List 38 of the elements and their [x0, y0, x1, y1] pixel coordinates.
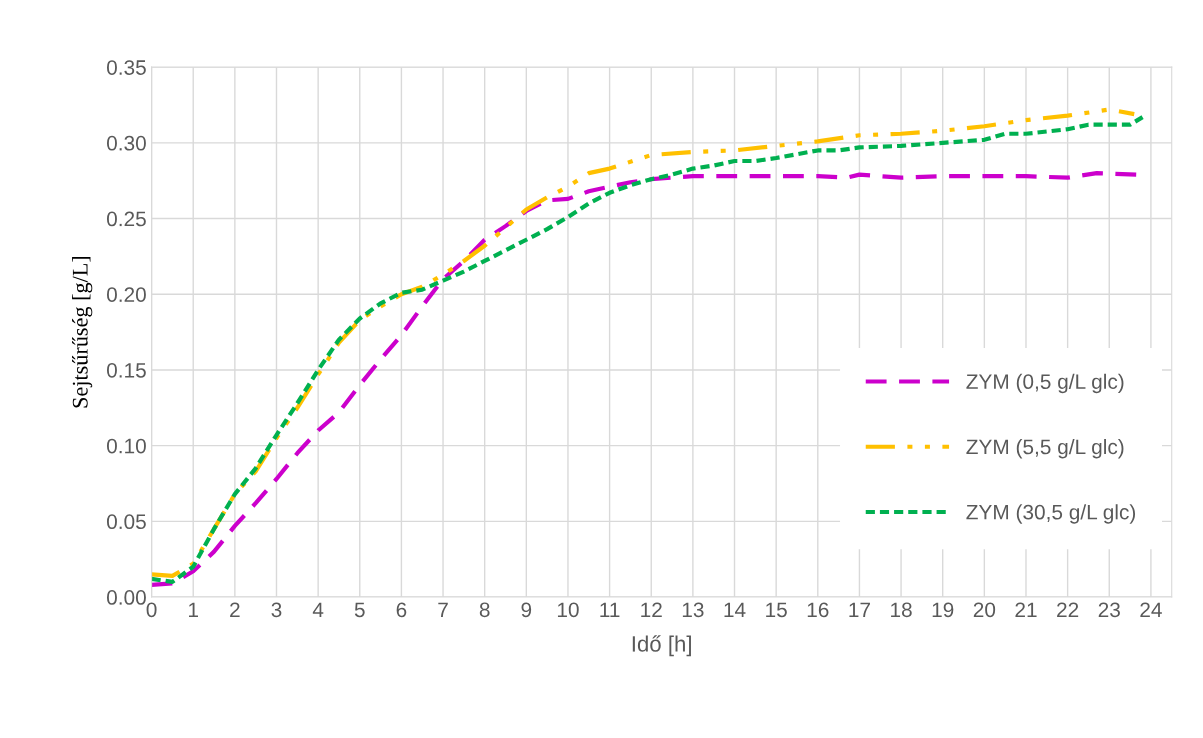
- x-tick-label: 7: [438, 602, 448, 617]
- x-tick-label: 5: [354, 602, 365, 618]
- x-tick-label: 14: [724, 602, 746, 617]
- y-tick-label: 0.10: [106, 438, 146, 454]
- y-tick-label: 0.25: [106, 211, 146, 227]
- legend-label: ZYM (30,5 g/L glc): [966, 504, 1136, 524]
- x-tick-label: 23: [1098, 602, 1120, 618]
- y-tick-label: 0.15: [106, 362, 146, 378]
- x-tick-label: 1: [189, 602, 198, 617]
- y-tick-label: 0.20: [106, 287, 146, 303]
- x-tick-label: 3: [271, 602, 282, 618]
- x-tick-label: 8: [479, 602, 490, 618]
- x-tick-label: 9: [521, 602, 532, 618]
- x-tick-label: 4: [312, 602, 324, 617]
- x-tick-label: 2: [230, 602, 240, 617]
- x-tick-label: 19: [932, 602, 954, 618]
- y-axis-title: Sejtsűrűség [g/L]: [72, 256, 93, 408]
- x-tick-label: 12: [641, 602, 662, 617]
- y-tick-label: 0.30: [106, 135, 146, 151]
- y-tick-label: 0.05: [106, 514, 146, 530]
- x-tick-label: 24: [1140, 602, 1162, 617]
- legend-label: ZYM (0,5 g/L glc): [966, 373, 1124, 394]
- x-tick-label: 10: [557, 602, 579, 618]
- x-axis-title: Idő [h]: [632, 635, 691, 657]
- x-tick-label: 15: [766, 602, 787, 618]
- x-tick-label: 21: [1015, 602, 1037, 617]
- x-tick-label: 18: [891, 602, 912, 618]
- x-tick-label: 17: [849, 602, 870, 617]
- x-tick-label: 22: [1057, 602, 1079, 617]
- y-tick-label: 0.35: [106, 60, 146, 75]
- x-tick-label: 0: [146, 602, 157, 618]
- x-tick-label: 13: [682, 602, 704, 618]
- x-tick-label: 16: [807, 602, 829, 618]
- x-tick-label: 11: [600, 602, 620, 617]
- y-tick-label: 0.00: [106, 590, 146, 605]
- legend-label: ZYM (5,5 g/L glc): [966, 438, 1124, 459]
- x-tick-label: 20: [973, 602, 996, 618]
- x-tick-label: 6: [396, 602, 407, 618]
